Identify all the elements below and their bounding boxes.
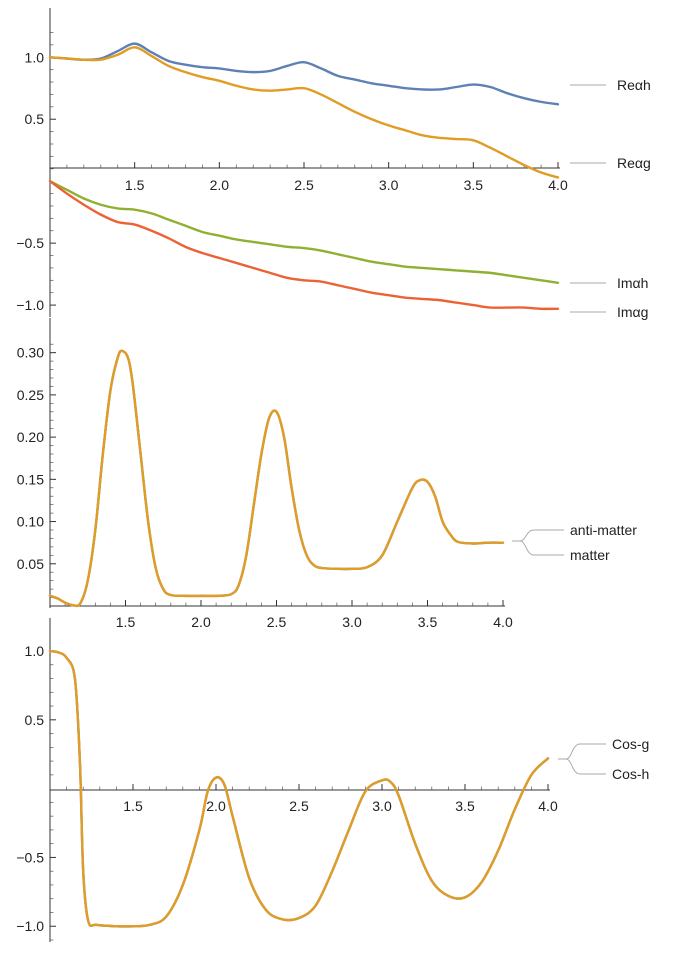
series-line-imαh: [48, 179, 560, 284]
legend-label: Cos-g: [612, 736, 649, 752]
legend-label: Imαh: [617, 275, 648, 291]
y-tick-label: 1.0: [25, 643, 45, 659]
x-tick-label: 2.5: [267, 614, 287, 630]
legend-label: Cos-h: [612, 766, 649, 782]
legend-leader: [558, 758, 606, 775]
chart-panel-2: 1.5 2.0 2.5 3.0 3.5 4.0 0.30 0.25 0.20 0.15 0.10 0.…: [17, 318, 637, 630]
x-tick-label: 3.5: [418, 614, 438, 630]
legend-label: Reαg: [617, 155, 651, 171]
y-tick-label: 1.0: [25, 49, 45, 65]
legend-label: matter: [570, 547, 610, 563]
y-tick-label: 0.05: [17, 556, 44, 572]
y-tick-label: 0.10: [17, 514, 44, 530]
legend-label: Reαh: [617, 77, 651, 93]
x-tick-label: 1.5: [116, 614, 136, 630]
y-tick-label: 0.15: [17, 471, 44, 487]
y-tick-label: 0.20: [17, 429, 44, 445]
series-line-reαg: [48, 46, 560, 179]
x-tick-label: 3.0: [342, 614, 362, 630]
legend-leader: [558, 743, 606, 760]
y-tick-label: −1.0: [16, 297, 44, 313]
legend-leader: [512, 529, 564, 542]
x-tick-label: 2.0: [210, 177, 230, 193]
series-line-reαh: [48, 42, 560, 106]
x-tick-label: 3.5: [464, 177, 484, 193]
x-tick-label: 2.0: [191, 614, 211, 630]
y-tick-label: −1.0: [16, 918, 44, 934]
x-tick-label: 2.5: [289, 798, 309, 814]
x-tick-label: 3.5: [455, 798, 475, 814]
y-tick-label: −0.5: [16, 849, 44, 865]
x-tick-label: 4.0: [548, 177, 568, 193]
series-line-anti-matter: [48, 349, 505, 608]
chart-panel-1: 1.5 2.0 2.5 3.0 3.5 4.0 1.0 0.5 −0.5 −1.0 Reαh Reαg…: [16, 8, 651, 320]
series-line-matter: [48, 349, 505, 608]
y-tick-label: 0.5: [25, 712, 45, 728]
y-tick-label: 0.5: [25, 111, 45, 127]
chart-panel-3: 1.5 2.0 2.5 3.0 3.5 4.0 1.0 0.5 −0.5 −1.0 Cos-g Cos…: [16, 618, 649, 942]
y-tick-label: 0.25: [17, 387, 44, 403]
legend-leader: [512, 540, 564, 556]
x-tick-label: 3.0: [379, 177, 399, 193]
x-tick-label: 3.0: [372, 798, 392, 814]
series-line-cos-h: [48, 649, 550, 928]
legend-label: anti-matter: [570, 522, 637, 538]
y-tick-label: 0.30: [17, 345, 44, 361]
x-tick-label: 4.0: [493, 614, 513, 630]
legend-label: Imαg: [617, 304, 648, 320]
x-tick-label: 1.5: [123, 798, 143, 814]
series-line-imαg: [48, 179, 560, 311]
x-tick-label: 4.0: [538, 798, 558, 814]
x-tick-label: 2.0: [206, 798, 226, 814]
x-tick-label: 1.5: [125, 177, 145, 193]
x-tick-label: 2.5: [294, 177, 314, 193]
y-tick-label: −0.5: [16, 235, 44, 251]
